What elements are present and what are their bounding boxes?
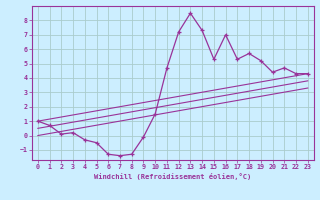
X-axis label: Windchill (Refroidissement éolien,°C): Windchill (Refroidissement éolien,°C) <box>94 173 252 180</box>
